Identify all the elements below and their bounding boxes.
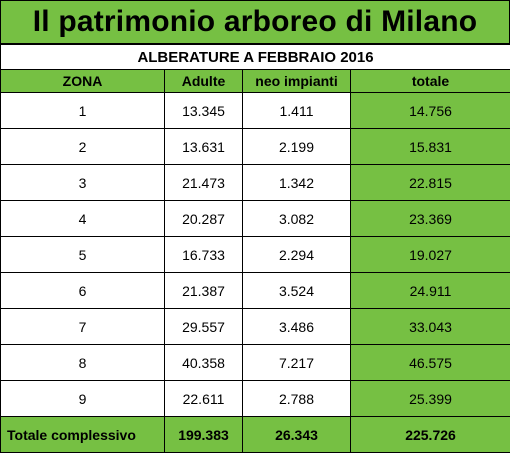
table-row: 1 13.345 1.411 14.756 [1,93,510,129]
totals-adulte: 199.383 [165,417,243,453]
table-row: 3 21.473 1.342 22.815 [1,165,510,201]
cell-adulte: 20.287 [165,201,243,237]
trees-table: ALBERATURE A FEBBRAIO 2016 ZONA Adulte n… [0,44,510,453]
cell-neo-impianti: 2.294 [243,237,351,273]
cell-zona: 2 [1,129,165,165]
cell-zona: 8 [1,345,165,381]
column-header-adulte: Adulte [165,70,243,93]
spreadsheet-table-sheet: Il patrimonio arboreo di Milano ALBERATU… [0,0,510,423]
cell-totale: 22.815 [351,165,510,201]
totals-neo-impianti: 26.343 [243,417,351,453]
cell-neo-impianti: 1.411 [243,93,351,129]
cell-totale: 14.756 [351,93,510,129]
cell-totale: 33.043 [351,309,510,345]
cell-totale: 23.369 [351,201,510,237]
cell-totale: 46.575 [351,345,510,381]
table-subtitle: ALBERATURE A FEBBRAIO 2016 [1,45,510,70]
cell-totale: 24.911 [351,273,510,309]
cell-totale: 15.831 [351,129,510,165]
cell-neo-impianti: 3.524 [243,273,351,309]
cell-adulte: 16.733 [165,237,243,273]
cell-adulte: 21.473 [165,165,243,201]
table-row: 9 22.611 2.788 25.399 [1,381,510,417]
subtitle-row: ALBERATURE A FEBBRAIO 2016 [1,45,510,70]
cell-adulte: 29.557 [165,309,243,345]
cell-zona: 7 [1,309,165,345]
column-header-totale: totale [351,70,510,93]
cell-adulte: 21.387 [165,273,243,309]
column-header-zona: ZONA [1,70,165,93]
cell-totale: 25.399 [351,381,510,417]
table-row: 6 21.387 3.524 24.911 [1,273,510,309]
cell-neo-impianti: 3.486 [243,309,351,345]
table-row: 7 29.557 3.486 33.043 [1,309,510,345]
cell-adulte: 22.611 [165,381,243,417]
cell-neo-impianti: 7.217 [243,345,351,381]
cell-neo-impianti: 2.788 [243,381,351,417]
cell-adulte: 40.358 [165,345,243,381]
cell-zona: 5 [1,237,165,273]
cell-zona: 3 [1,165,165,201]
cell-neo-impianti: 3.082 [243,201,351,237]
totals-totale: 225.726 [351,417,510,453]
cell-zona: 1 [1,93,165,129]
cell-adulte: 13.345 [165,93,243,129]
header-row: ZONA Adulte neo impianti totale [1,70,510,93]
cell-totale: 19.027 [351,237,510,273]
totals-label: Totale complessivo [1,417,165,453]
table-row: 2 13.631 2.199 15.831 [1,129,510,165]
cell-neo-impianti: 2.199 [243,129,351,165]
table-row: 4 20.287 3.082 23.369 [1,201,510,237]
totals-row: Totale complessivo 199.383 26.343 225.72… [1,417,510,453]
table-row: 8 40.358 7.217 46.575 [1,345,510,381]
page-title: Il patrimonio arboreo di Milano [33,5,478,39]
column-header-neo-impianti: neo impianti [243,70,351,93]
cell-adulte: 13.631 [165,129,243,165]
cell-zona: 4 [1,201,165,237]
cell-zona: 6 [1,273,165,309]
table-row: 5 16.733 2.294 19.027 [1,237,510,273]
title-bar: Il patrimonio arboreo di Milano [0,0,510,44]
cell-zona: 9 [1,381,165,417]
cell-neo-impianti: 1.342 [243,165,351,201]
